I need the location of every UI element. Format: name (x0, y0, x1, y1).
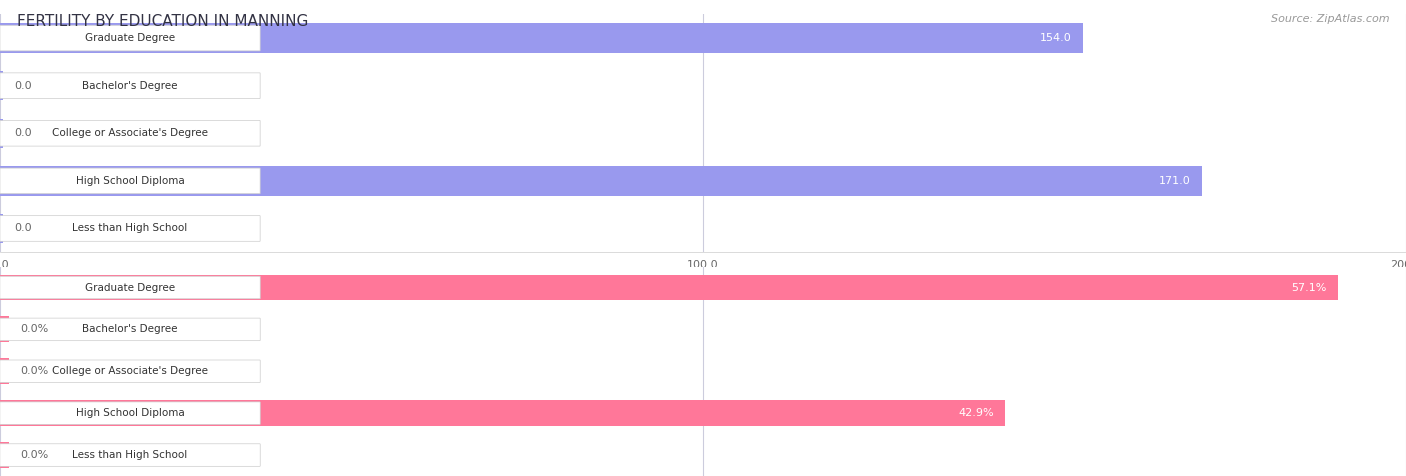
Bar (0, 157, 1406, 205)
FancyBboxPatch shape (0, 276, 260, 299)
FancyBboxPatch shape (0, 318, 260, 341)
Bar (0, 166, 1202, 196)
Bar (0, 275, 1339, 300)
Bar (0, 317, 10, 342)
Text: 0.0: 0.0 (14, 223, 32, 234)
Text: FERTILITY BY EDUCATION IN MANNING: FERTILITY BY EDUCATION IN MANNING (17, 14, 308, 30)
Bar (0, 205, 1406, 252)
Bar (0, 350, 1406, 392)
Text: Graduate Degree: Graduate Degree (84, 282, 176, 293)
FancyBboxPatch shape (0, 73, 260, 99)
Bar (0, 214, 3, 243)
Bar (0, 308, 1406, 350)
FancyBboxPatch shape (0, 360, 260, 383)
Bar (0, 71, 3, 100)
Bar (0, 358, 10, 384)
Text: High School Diploma: High School Diploma (76, 408, 184, 418)
Bar (0, 119, 3, 148)
Bar (0, 434, 1406, 476)
Text: Graduate Degree: Graduate Degree (84, 33, 176, 43)
Text: Less than High School: Less than High School (73, 223, 187, 234)
Bar (0, 109, 1406, 157)
Bar (0, 442, 10, 468)
Text: Bachelor's Degree: Bachelor's Degree (83, 324, 177, 335)
FancyBboxPatch shape (0, 402, 260, 425)
Bar (0, 14, 1406, 62)
Bar (0, 62, 1406, 109)
Text: 0.0: 0.0 (14, 128, 32, 139)
FancyBboxPatch shape (0, 25, 260, 51)
Text: 0.0%: 0.0% (21, 324, 49, 335)
FancyBboxPatch shape (0, 216, 260, 241)
Text: Bachelor's Degree: Bachelor's Degree (83, 80, 177, 91)
Text: 42.9%: 42.9% (959, 408, 994, 418)
Text: 0.0%: 0.0% (21, 450, 49, 460)
Text: 57.1%: 57.1% (1292, 282, 1327, 293)
Text: Less than High School: Less than High School (73, 450, 187, 460)
Text: College or Associate's Degree: College or Associate's Degree (52, 128, 208, 139)
FancyBboxPatch shape (0, 444, 260, 466)
Bar (0, 400, 1005, 426)
Text: 154.0: 154.0 (1039, 33, 1071, 43)
Bar (0, 392, 1406, 434)
Text: 0.0%: 0.0% (21, 366, 49, 377)
Bar (0, 267, 1406, 308)
FancyBboxPatch shape (0, 168, 260, 194)
Text: 171.0: 171.0 (1159, 176, 1191, 186)
Text: College or Associate's Degree: College or Associate's Degree (52, 366, 208, 377)
FancyBboxPatch shape (0, 120, 260, 146)
Bar (0, 23, 1083, 53)
Text: High School Diploma: High School Diploma (76, 176, 184, 186)
Text: 0.0: 0.0 (14, 80, 32, 91)
Text: Source: ZipAtlas.com: Source: ZipAtlas.com (1271, 14, 1389, 24)
